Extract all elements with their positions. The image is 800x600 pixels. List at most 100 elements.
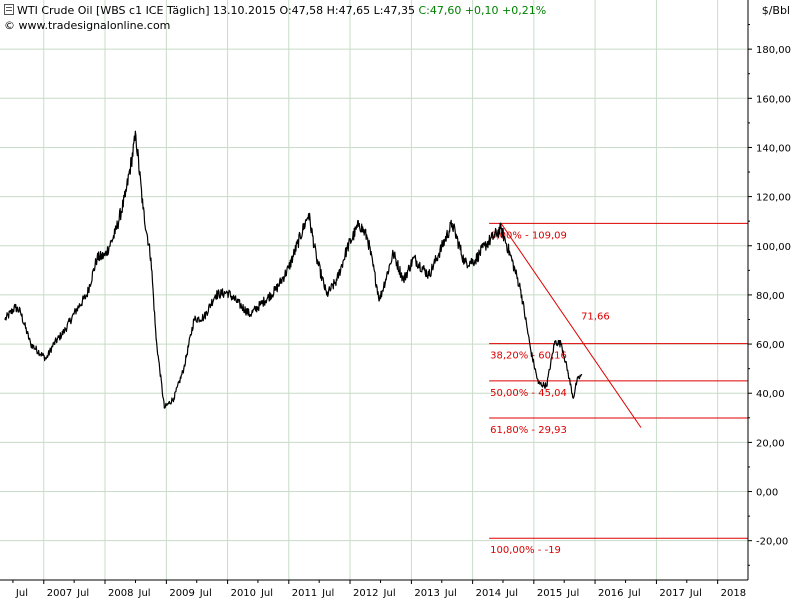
chart-header: WTI Crude Oil [WBS c1 ICE Täglich] 13.10…: [4, 4, 546, 17]
price-point: [214, 294, 216, 296]
price-point: [464, 262, 466, 264]
x-tick-label-year: 2012: [353, 588, 378, 599]
price-point: [249, 313, 251, 316]
price-point: [19, 311, 22, 313]
x-tick-label-month: Jul: [15, 588, 28, 599]
price-point: [402, 279, 405, 281]
price-point: [155, 338, 157, 340]
price-point: [428, 274, 430, 276]
x-tick-label-month: Jul: [199, 588, 212, 599]
price-point: [45, 358, 47, 360]
instrument-title: WTI Crude Oil [WBS c1 ICE Täglich] 13.10…: [17, 4, 276, 17]
price-point: [576, 380, 578, 382]
price-point: [326, 294, 328, 296]
price-point: [163, 407, 165, 409]
price-point: [259, 304, 261, 306]
price-point: [124, 196, 126, 198]
price-point: [500, 227, 502, 230]
price-point: [275, 289, 277, 291]
grid-lines: [0, 0, 748, 580]
price-point: [114, 232, 116, 235]
price-point: [183, 368, 185, 370]
y-tick-label: 80,00: [756, 291, 785, 302]
price-point: [53, 343, 55, 345]
unit-label: $/Bbl: [761, 4, 790, 17]
price-point: [474, 259, 476, 262]
trendline-line: [500, 223, 642, 428]
price-point: [484, 245, 486, 247]
price-point: [530, 350, 532, 353]
price-point: [413, 257, 415, 259]
x-tick-label-month: Jul: [76, 588, 89, 599]
x-tick-label-year: 2009: [169, 588, 194, 599]
price-point: [86, 294, 88, 296]
x-tick-label-year: 2018: [721, 588, 746, 599]
x-tick-label-month: Jul: [383, 588, 396, 599]
fib-level-label: 50,00% - 45,04: [490, 388, 567, 399]
x-tick-label-year: 2017: [659, 588, 684, 599]
price-point: [560, 343, 563, 345]
y-tick-label: 100,00: [756, 242, 791, 253]
x-tick-label-month: Jul: [628, 588, 641, 599]
price-point: [193, 318, 195, 321]
price-point: [346, 247, 348, 249]
x-tick-label-year: 2007: [47, 588, 72, 599]
watermark-url: www.tradesignalonline.com: [18, 19, 171, 32]
y-tick-label: 40,00: [756, 389, 785, 400]
x-tick-label-month: Jul: [505, 588, 518, 599]
fib-level-label: 61,80% - 29,93: [490, 425, 567, 436]
price-point: [63, 331, 65, 333]
watermark: © www.tradesignalonline.com: [4, 19, 170, 32]
x-tick-label-year: 2014: [476, 588, 501, 599]
price-point: [75, 309, 78, 311]
x-tick-label-year: 2008: [108, 588, 133, 599]
price-point: [392, 252, 394, 254]
price-point: [135, 134, 137, 136]
price-point: [520, 289, 522, 291]
y-tick-label: 60,00: [756, 340, 785, 351]
ohlc-values: O:47,58 H:47,65 L:47,35: [279, 4, 415, 17]
price-point: [451, 223, 453, 225]
price-point: [288, 267, 290, 269]
price-point: [4, 318, 6, 321]
x-tick-label-month: Jul: [689, 588, 702, 599]
x-tick-label-year: 2011: [292, 588, 317, 599]
fib-level-label: 100,00% - -19: [490, 545, 561, 556]
menu-icon[interactable]: [4, 4, 14, 15]
y-tick-label: 160,00: [756, 94, 791, 105]
price-point: [378, 299, 381, 301]
price-point: [567, 372, 569, 375]
x-tick-label-year: 2016: [598, 588, 623, 599]
x-tick-label-month: Jul: [321, 588, 334, 599]
x-tick-label-month: Jul: [444, 588, 457, 599]
price-point: [438, 252, 440, 254]
price-point: [173, 397, 175, 399]
x-tick-label-year: 2015: [537, 588, 562, 599]
fib-level-label: 0,00% - 109,09: [490, 230, 567, 241]
price-point: [203, 316, 205, 318]
price-point: [509, 254, 512, 257]
price-point: [367, 237, 369, 239]
x-tick-label-month: Jul: [260, 588, 273, 599]
price-point: [545, 385, 548, 387]
y-tick-label: 120,00: [756, 193, 791, 204]
copyright-symbol: ©: [4, 19, 15, 32]
x-tick-label-year: 2010: [231, 588, 256, 599]
y-tick-label: 140,00: [756, 143, 791, 154]
price-point: [336, 279, 338, 281]
price-point: [315, 257, 318, 259]
price-point: [150, 257, 152, 259]
x-tick-label-month: Jul: [566, 588, 579, 599]
price-point: [14, 306, 16, 308]
x-tick-label-month: Jul: [138, 588, 151, 599]
trendline: 71,66: [500, 223, 642, 428]
y-tick-label: -20,00: [756, 537, 788, 548]
price-point: [142, 208, 144, 210]
fib-level-label: 38,20% - 60,16: [490, 351, 567, 362]
y-tick-label: 20,00: [756, 438, 785, 449]
price-point: [581, 373, 583, 376]
y-tick-label: 0,00: [756, 488, 778, 499]
